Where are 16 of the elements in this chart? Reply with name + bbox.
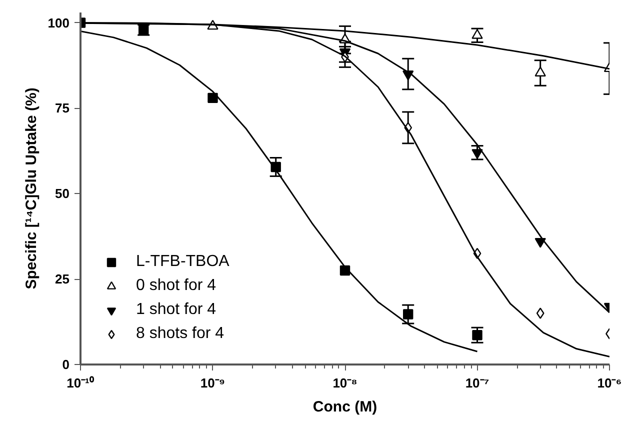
legend-label: 1 shot for 4	[136, 301, 216, 319]
y-tick-label: 100	[48, 15, 70, 30]
y-axis-title: Specific [¹⁴C]Glu Uptake (%)	[22, 88, 40, 290]
legend-label: L-TFB-TBOA	[136, 253, 230, 271]
legend-label: 8 shots for 4	[136, 325, 224, 343]
y-tick-label: 75	[55, 100, 70, 116]
x-tick-label: 10⁻⁷	[465, 376, 490, 390]
y-tick-label: 50	[55, 186, 70, 202]
y-tick-label: 25	[55, 272, 70, 287]
x-tick-label: 10⁻⁹	[200, 376, 226, 390]
x-tick-label: 10⁻¹⁰	[66, 376, 94, 390]
y-tick-label: 0	[62, 357, 70, 372]
legend-label: 0 shot for 4	[136, 277, 216, 295]
x-axis-title: Conc (M)	[312, 398, 378, 416]
x-tick-label: 10⁻⁸	[332, 376, 358, 390]
x-tick-label: 10⁻⁶	[597, 376, 622, 390]
